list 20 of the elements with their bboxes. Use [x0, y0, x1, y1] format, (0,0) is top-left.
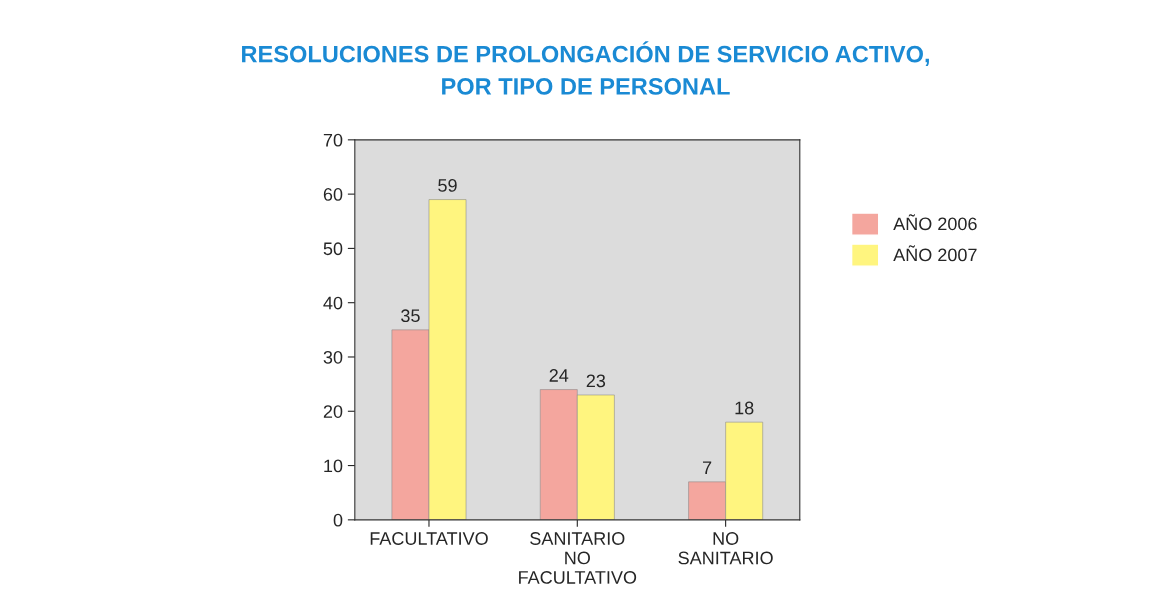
legend-label: AÑO 2007 — [893, 245, 977, 262]
data-label: 35 — [401, 309, 420, 323]
legend-label: AÑO 2006 — [893, 214, 977, 231]
data-label: 23 — [586, 374, 606, 388]
y-tick-label: 60 — [323, 188, 343, 201]
data-label: 59 — [438, 179, 457, 192]
x-tick-label: NO SANITARIO — [678, 532, 773, 565]
y-tick-label: 30 — [323, 350, 343, 364]
y-tick-label: 40 — [323, 296, 343, 310]
data-label: 7 — [702, 461, 712, 474]
chart-title: RESOLUCIONES DE PROLONGACIÓN DE SERVICIO ACTIVO, POR TIPO DE PERSONAL — [242, 41, 929, 95]
y-tick-label: 70 — [323, 133, 343, 147]
y-tick-label: 10 — [324, 459, 343, 473]
y-tick-label: 50 — [323, 242, 343, 256]
data-label: 24 — [549, 369, 569, 382]
y-tick-label: 0 — [333, 513, 343, 527]
x-tick-label: FACULTATIVO — [370, 532, 488, 545]
x-tick-label: SANITARIO NO FACULTATIVO — [519, 532, 637, 584]
y-tick-label: 20 — [323, 405, 343, 418]
data-label: 18 — [735, 401, 754, 415]
